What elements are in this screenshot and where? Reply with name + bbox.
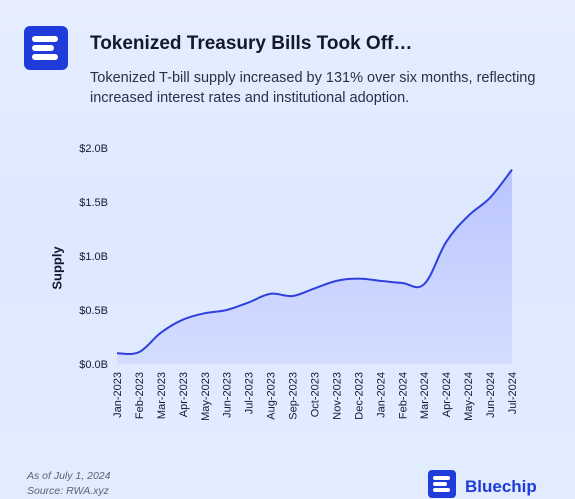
data-point-dec-2023: [357, 277, 359, 279]
x-tick-label: Jun-2023: [222, 372, 234, 418]
data-point-apr-2024: [445, 241, 447, 243]
supply-area-fill: [117, 169, 512, 364]
x-tick-label: Sep-2023: [288, 372, 300, 420]
x-tick-label: Jun-2024: [485, 372, 497, 418]
brand-name: Bluechip: [465, 477, 537, 496]
data-point-mar-2023: [160, 331, 162, 333]
x-tick-label: Jan-2024: [375, 372, 387, 418]
x-tick-label: Apr-2024: [441, 372, 453, 417]
x-tick-label: Mar-2023: [156, 372, 168, 419]
y-tick-label: $0.5B: [79, 305, 108, 317]
data-point-sep-2023: [291, 295, 293, 297]
y-tick-label: $1.5B: [79, 197, 108, 209]
x-tick-label: Feb-2023: [134, 372, 146, 419]
data-point-feb-2024: [401, 282, 403, 284]
data-point-apr-2023: [182, 319, 184, 321]
supply-line: [116, 168, 513, 356]
data-point-may-2024: [467, 215, 469, 217]
y-tick-label: $2.0B: [79, 143, 108, 155]
x-tick-label: Aug-2023: [266, 372, 278, 420]
x-tick-label: Dec-2023: [353, 372, 365, 420]
data-point-jun-2024: [489, 196, 491, 198]
x-tick-label: Nov-2023: [331, 372, 343, 420]
data-point-jun-2023: [226, 309, 228, 311]
x-tick-label: Jul-2024: [507, 372, 519, 414]
y-tick-label: $0.0B: [79, 359, 108, 371]
x-tick-label: May-2023: [200, 372, 212, 421]
x-tick-label: Jan-2023: [112, 372, 124, 418]
x-tick-label: Apr-2023: [178, 372, 190, 417]
data-point-mar-2024: [423, 283, 425, 285]
as-of-note: As of July 1, 2024: [27, 470, 111, 482]
chart-subtitle: Tokenized T-bill supply increased by 131…: [90, 70, 536, 106]
x-tick-label: May-2024: [463, 372, 475, 421]
bluechip-logo-icon: [24, 26, 68, 70]
x-tick-label: Feb-2024: [397, 372, 409, 419]
bluechip-brand-icon: [428, 470, 456, 498]
data-point-jul-2024: [511, 168, 513, 170]
data-point-jan-2023: [116, 352, 118, 354]
data-point-aug-2023: [269, 293, 271, 295]
source-note: Source: RWA.xyz: [27, 485, 109, 497]
data-point-jan-2024: [379, 280, 381, 282]
data-point-oct-2023: [313, 287, 315, 289]
x-tick-label: Jul-2023: [244, 372, 256, 414]
x-tick-label: Oct-2023: [310, 372, 322, 417]
data-point-may-2023: [204, 312, 206, 314]
data-point-feb-2023: [138, 351, 140, 353]
data-point-jul-2023: [247, 301, 249, 303]
data-point-nov-2023: [335, 280, 337, 282]
y-tick-label: $1.0B: [79, 251, 108, 263]
chart-title: Tokenized Treasury Bills Took Off…: [90, 33, 413, 54]
x-tick-label: Mar-2024: [419, 372, 431, 419]
